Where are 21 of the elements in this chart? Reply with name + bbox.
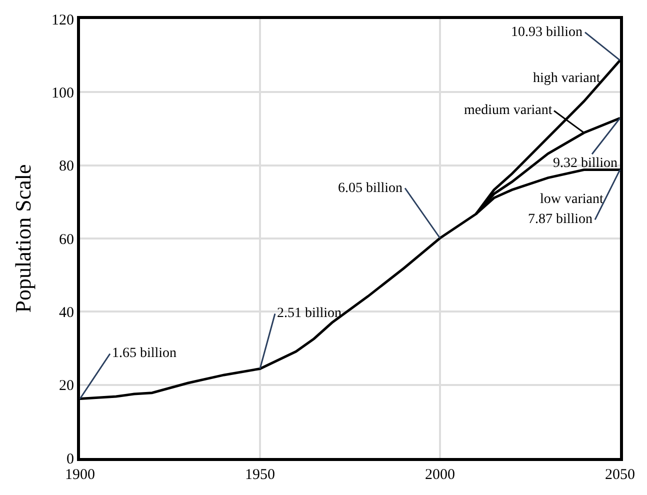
annotation: 9.32 billion — [553, 156, 618, 171]
y-tick-label: 120 — [52, 12, 74, 28]
y-tick-label: 0 — [66, 451, 74, 468]
y-tick-label: 80 — [59, 158, 74, 175]
annotation: 1.65 billion — [112, 346, 177, 361]
series-label: high variant — [533, 71, 600, 86]
annotation: 6.05 billion — [338, 181, 403, 196]
series-label: low variant — [540, 192, 604, 207]
annotation: 7.87 billion — [528, 212, 593, 227]
y-tick-label: 40 — [59, 304, 74, 321]
annotation: 10.93 billion — [511, 25, 583, 40]
y-tick-label: 20 — [59, 378, 74, 394]
y-axis-title: Population Scale — [10, 164, 36, 313]
annotation: 2.51 billion — [277, 306, 342, 321]
text: medium variant — [464, 103, 552, 118]
y-tick-label: 60 — [59, 232, 74, 248]
x-tick-label: 2000 — [425, 467, 455, 483]
x-tick-label: 1950 — [245, 467, 275, 483]
x-tick-label: 2050 — [605, 467, 635, 483]
y-tick-label: 100 — [52, 85, 74, 102]
x-tick-label: 1900 — [65, 467, 95, 483]
